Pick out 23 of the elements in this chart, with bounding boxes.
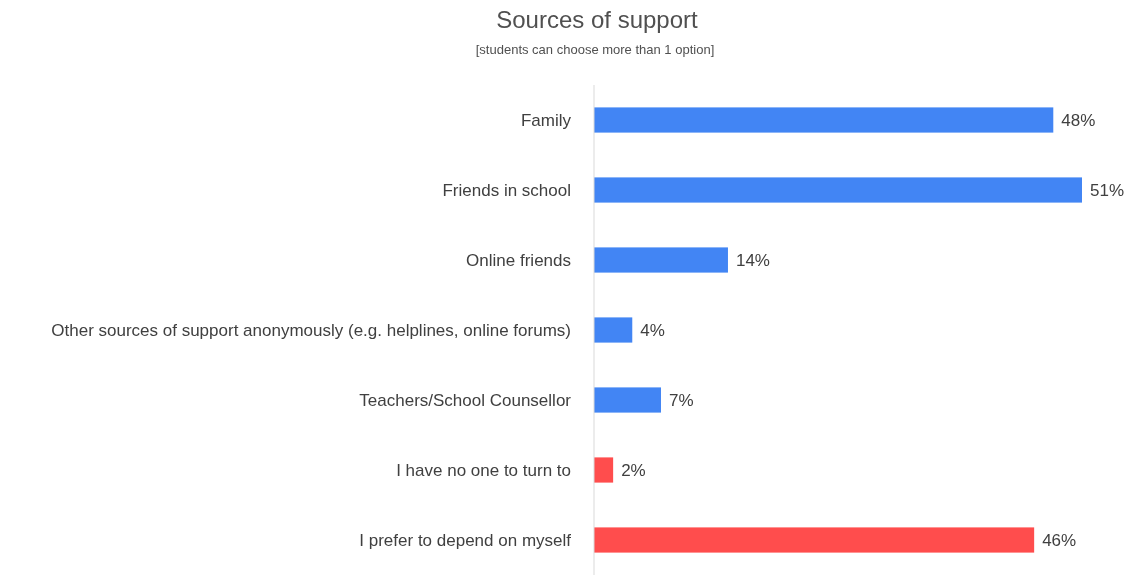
data-label: 2% [621, 460, 646, 480]
bar [594, 107, 1054, 133]
data-label: 7% [668, 390, 694, 410]
bar [594, 317, 633, 343]
y-tick-label: I have no one to turn to [396, 460, 571, 480]
bar [594, 387, 661, 413]
y-tick-label: Online friends [466, 250, 571, 270]
data-label: 46% [1042, 530, 1077, 550]
data-label: 51% [1090, 180, 1125, 200]
data-label: 48% [1061, 110, 1096, 130]
y-tick-label: Other sources of support anonymously (e.g. helplines, online forums) [51, 320, 571, 340]
chart-subtitle: [students can choose more than 1 option] [475, 42, 715, 57]
chart-title: Sources of support [496, 6, 699, 33]
bar [594, 247, 728, 273]
bar [594, 457, 614, 483]
data-label: 14% [735, 250, 770, 270]
data-label: 4% [640, 320, 665, 340]
bar [594, 527, 1035, 553]
y-tick-label: Family [520, 110, 572, 130]
y-tick-label: I prefer to depend on myself [359, 530, 572, 550]
bar [594, 177, 1082, 203]
y-tick-label: Friends in school [442, 180, 571, 200]
y-tick-label: Teachers/School Counsellor [359, 390, 572, 410]
